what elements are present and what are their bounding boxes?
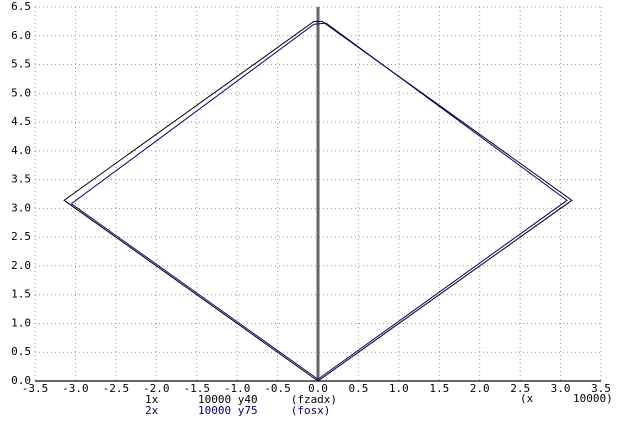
series-line [63, 20, 573, 382]
x-tick-label: -1.5 [183, 382, 210, 395]
x-tick-label: -3.5 [22, 382, 49, 395]
y-tick-label: 2.5 [11, 230, 31, 243]
y-tick-label: 6.5 [11, 0, 31, 13]
y-tick-label: 0.0 [11, 374, 31, 387]
series-line [70, 22, 568, 380]
x-tick-label: 0.5 [348, 382, 368, 395]
y-tick-label: 5.5 [11, 58, 31, 71]
y-tick-label: 4.5 [11, 115, 31, 128]
legend-entry: 1x 10000 y40 (fzadx) [145, 393, 337, 406]
y-tick-label: 4.0 [11, 144, 31, 157]
x-tick-label: -2.0 [143, 382, 170, 395]
x-axis-label: (x 10000) [520, 392, 613, 405]
y-tick-label: 3.0 [11, 201, 31, 214]
y-tick-label: 3.5 [11, 173, 31, 186]
y-tick-label: 0.5 [11, 345, 31, 358]
x-tick-label: 1.5 [429, 382, 449, 395]
y-tick-label: 6.0 [11, 29, 31, 42]
x-tick-label: 2.5 [510, 382, 530, 395]
x-tick-label: -1.0 [224, 382, 251, 395]
x-tick-label: -2.5 [103, 382, 130, 395]
x-tick-label: 0.0 [308, 382, 328, 395]
y-tick-label: 1.5 [11, 288, 31, 301]
legend-entry: 2x 10000 y75 (fosx) [145, 404, 330, 417]
y-tick-label: 2.0 [11, 259, 31, 272]
x-tick-label: 1.0 [389, 382, 409, 395]
x-tick-label: 3.0 [551, 382, 571, 395]
x-tick-label: -0.5 [264, 382, 291, 395]
x-tick-label: -3.0 [62, 382, 89, 395]
x-tick-label: 3.5 [591, 382, 611, 395]
x-tick-label: 2.0 [470, 382, 490, 395]
y-tick-label: 5.0 [11, 86, 31, 99]
y-tick-label: 1.0 [11, 316, 31, 329]
